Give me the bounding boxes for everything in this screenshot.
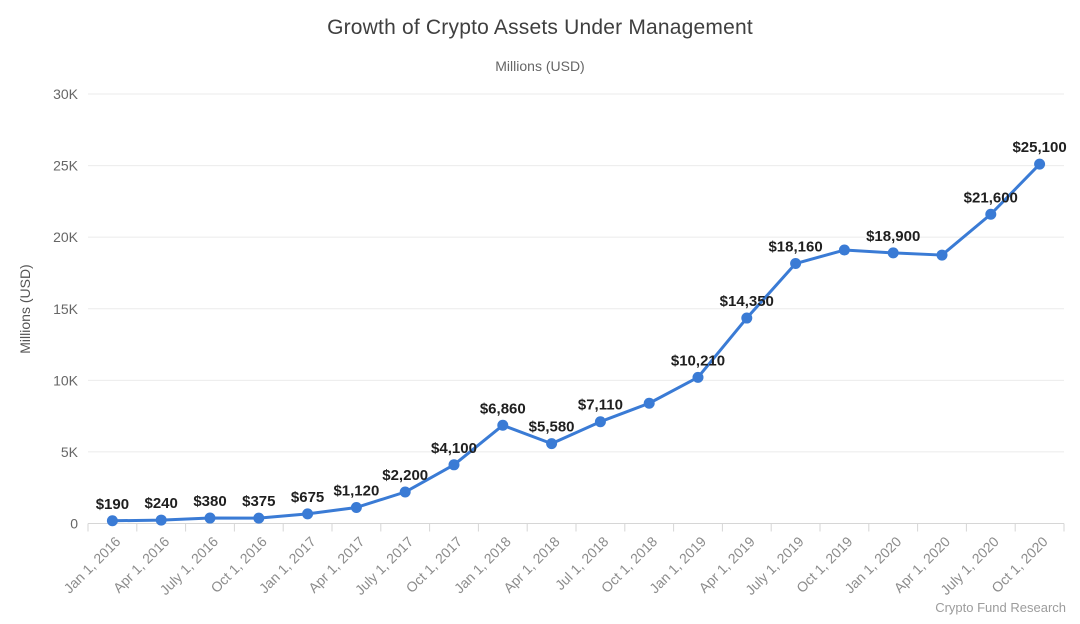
y-tick-label: 20K [53, 229, 79, 245]
data-point-label: $4,100 [431, 440, 477, 457]
chart-title: Growth of Crypto Assets Under Management [327, 16, 753, 39]
data-point-marker[interactable] [497, 419, 509, 431]
data-point-marker[interactable] [838, 244, 850, 256]
data-point-label: $14,350 [720, 293, 774, 310]
y-tick-label: 0 [70, 516, 78, 532]
y-tick-label: 25K [53, 158, 79, 174]
data-point-label: $1,120 [333, 482, 379, 499]
data-point-marker[interactable] [106, 515, 118, 527]
data-point-marker[interactable] [790, 258, 802, 270]
y-tick-label: 30K [53, 86, 79, 102]
data-point-marker[interactable] [399, 486, 411, 498]
data-point-marker[interactable] [594, 416, 606, 428]
series-line [110, 162, 1042, 523]
data-point-marker[interactable] [936, 249, 948, 261]
data-point-marker[interactable] [692, 371, 704, 383]
data-point-label: $21,600 [964, 189, 1018, 206]
data-point-marker[interactable] [887, 247, 899, 259]
data-point-label: $18,160 [768, 239, 822, 256]
chart-credit: Crypto Fund Research [935, 600, 1066, 615]
data-point-marker[interactable] [546, 438, 558, 450]
data-point-marker[interactable] [155, 514, 167, 526]
data-point-label: $25,100 [1012, 139, 1066, 156]
data-point-label: $240 [145, 495, 178, 512]
data-point-label: $2,200 [382, 467, 428, 484]
y-tick-label: 5K [61, 444, 79, 460]
data-point-label: $380 [193, 493, 226, 510]
data-point-marker[interactable] [643, 397, 655, 409]
chart-subtitle: Millions (USD) [495, 58, 585, 74]
data-point-label: $375 [242, 493, 275, 510]
data-point-label: $675 [291, 489, 324, 506]
y-tick-label: 15K [53, 301, 79, 317]
data-point-marker[interactable] [1034, 158, 1046, 170]
data-point-label: $190 [96, 496, 129, 513]
data-point-label: $5,580 [529, 419, 575, 436]
data-point-label: $18,900 [866, 228, 920, 245]
data-point-label: $6,860 [480, 400, 526, 417]
y-tick-label: 10K [53, 372, 79, 388]
data-point-label: $7,110 [578, 397, 623, 414]
data-point-marker[interactable] [302, 508, 314, 520]
data-point-label: $10,210 [671, 352, 725, 369]
data-point-marker[interactable] [253, 512, 265, 524]
data-point-marker[interactable] [741, 312, 753, 324]
data-point-marker[interactable] [204, 512, 216, 524]
data-point-marker[interactable] [448, 459, 460, 471]
data-point-marker[interactable] [350, 501, 362, 513]
data-point-marker[interactable] [985, 208, 997, 220]
